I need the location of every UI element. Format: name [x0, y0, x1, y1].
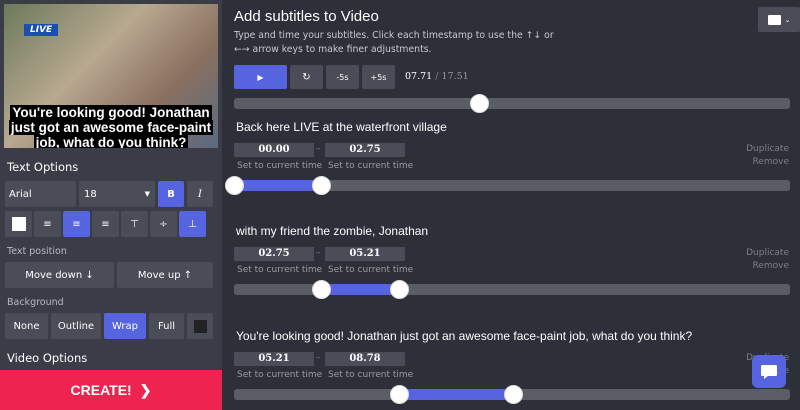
text-position-label: Text position: [7, 246, 67, 257]
chat-icon: [761, 364, 777, 379]
chat-button[interactable]: [752, 355, 786, 388]
set-end-current-link[interactable]: Set to current time: [328, 265, 414, 275]
play-icon: ▶: [257, 72, 264, 82]
restart-button[interactable]: ↻: [290, 65, 323, 89]
bg-color-button[interactable]: [187, 313, 213, 339]
create-button[interactable]: CREATE! ❯: [0, 370, 222, 410]
subtitle-text[interactable]: with my friend the zombie, Jonathan: [236, 224, 429, 238]
subtitle-range-slider[interactable]: [234, 280, 790, 299]
page-title: Add subtitles to Video: [234, 8, 379, 25]
bg-full-button[interactable]: Full: [149, 313, 184, 339]
plus-5s-button[interactable]: +5s: [362, 65, 395, 89]
page-description: Type and time your subtitles. Click each…: [234, 30, 554, 55]
valign-bottom-icon[interactable]: ⊥: [179, 211, 206, 237]
start-handle[interactable]: [225, 176, 244, 195]
subtitle-preview: You're looking good! Jonathan just got a…: [8, 105, 214, 148]
start-time-input[interactable]: 05.21: [234, 352, 314, 366]
size-select[interactable]: 18 ▼: [79, 181, 155, 207]
set-start-current-link[interactable]: Set to current time: [237, 370, 323, 380]
chevron-down-icon: ⌄: [784, 15, 791, 24]
range-fill: [399, 389, 513, 400]
video-options-heading: Video Options: [7, 351, 88, 365]
time-separator: /: [435, 71, 439, 82]
range-dash: –: [316, 144, 321, 154]
remove-link[interactable]: Remove: [752, 261, 789, 271]
bold-button[interactable]: B: [158, 181, 184, 207]
end-time-input[interactable]: 05.21: [325, 247, 405, 261]
italic-button[interactable]: I: [187, 181, 213, 207]
text-color-button[interactable]: [5, 211, 32, 237]
subtitle-text[interactable]: Back here LIVE at the waterfront village: [236, 120, 447, 134]
subtitle-range-slider[interactable]: [225, 176, 790, 195]
bg-outline-button[interactable]: Outline: [51, 313, 101, 339]
color-swatch: [11, 217, 26, 231]
background-label: Background: [7, 297, 64, 308]
align-right-icon[interactable]: ≡: [92, 211, 119, 237]
range-fill: [234, 180, 322, 191]
align-left-icon[interactable]: ≡: [34, 211, 61, 237]
font-select[interactable]: Arial: [5, 181, 76, 207]
range-dash: –: [316, 248, 321, 258]
restart-icon: ↻: [302, 71, 311, 83]
start-handle[interactable]: [390, 385, 410, 404]
text-options-heading: Text Options: [7, 160, 79, 174]
subtitle-text[interactable]: You're looking good! Jonathan just got a…: [236, 329, 693, 343]
bg-wrap-button[interactable]: Wrap: [104, 313, 146, 339]
bg-none-button[interactable]: None: [5, 313, 48, 339]
total-time: 17.51: [441, 71, 469, 82]
minus-5s-button[interactable]: -5s: [326, 65, 359, 89]
valign-top-icon[interactable]: ⊤: [121, 211, 148, 237]
end-handle[interactable]: [390, 280, 410, 299]
playback-slider[interactable]: [234, 94, 790, 113]
end-time-input[interactable]: 02.75: [325, 143, 405, 157]
valign-middle-icon[interactable]: ÷: [150, 211, 177, 237]
color-swatch: [193, 319, 207, 333]
set-end-current-link[interactable]: Set to current time: [328, 370, 414, 380]
create-label: CREATE!: [70, 382, 132, 398]
play-button[interactable]: ▶: [234, 65, 287, 89]
end-handle[interactable]: [312, 176, 332, 195]
end-handle[interactable]: [503, 385, 523, 404]
move-up-button[interactable]: Move up ↑: [117, 262, 213, 288]
range-fill: [321, 284, 400, 295]
move-down-button[interactable]: Move down ↓: [5, 262, 114, 288]
set-start-current-link[interactable]: Set to current time: [237, 161, 323, 171]
chevron-down-icon: ▼: [144, 190, 150, 198]
folder-icon: [767, 14, 781, 25]
folder-menu-button[interactable]: ⌄: [758, 7, 800, 32]
playhead-handle[interactable]: [469, 94, 489, 113]
align-center-icon[interactable]: ≡: [63, 211, 90, 237]
range-dash: –: [316, 353, 321, 363]
start-time-input[interactable]: 02.75: [234, 247, 314, 261]
sidebar: LIVE You're looking good! Jonathan just …: [0, 0, 222, 410]
time-readout: 07.71 / 17.51: [405, 71, 469, 82]
live-badge: LIVE: [24, 24, 59, 36]
chevron-right-icon: ❯: [139, 381, 152, 398]
set-end-current-link[interactable]: Set to current time: [328, 161, 414, 171]
duplicate-link[interactable]: Duplicate: [746, 248, 789, 258]
video-preview[interactable]: LIVE You're looking good! Jonathan just …: [4, 4, 218, 148]
start-time-input[interactable]: 00.00: [234, 143, 314, 157]
start-handle[interactable]: [312, 280, 332, 299]
subtitle-range-slider[interactable]: [234, 385, 790, 404]
remove-link[interactable]: Remove: [752, 157, 789, 167]
current-time: 07.71: [405, 71, 433, 82]
size-value: 18: [84, 188, 97, 200]
end-time-input[interactable]: 08.78: [325, 352, 405, 366]
set-start-current-link[interactable]: Set to current time: [237, 265, 323, 275]
duplicate-link[interactable]: Duplicate: [746, 144, 789, 154]
